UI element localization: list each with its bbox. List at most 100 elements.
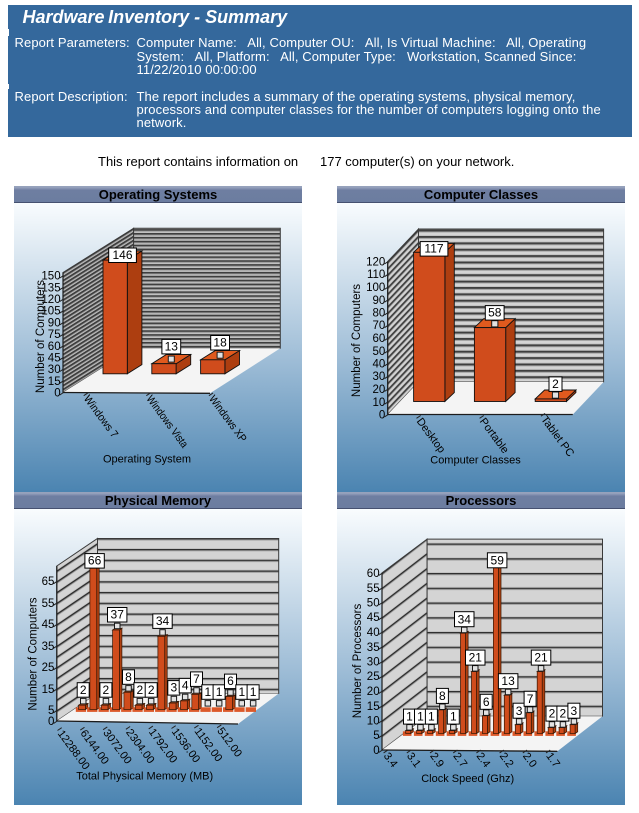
svg-text:59: 59 xyxy=(491,553,505,567)
svg-text:4: 4 xyxy=(182,678,189,692)
svg-text:60: 60 xyxy=(367,568,380,580)
svg-text:18: 18 xyxy=(213,335,227,349)
svg-text:3: 3 xyxy=(170,680,177,694)
svg-text:135: 135 xyxy=(41,282,60,294)
svg-text:25: 25 xyxy=(367,671,380,683)
svg-text:Portable: Portable xyxy=(477,415,511,455)
svg-text:146: 146 xyxy=(112,248,132,262)
svg-text:2.0: 2.0 xyxy=(520,750,539,769)
svg-text:Operating System: Operating System xyxy=(103,453,191,465)
svg-text:2.2: 2.2 xyxy=(497,750,516,769)
svg-text:Windows Vista: Windows Vista xyxy=(144,393,191,451)
svg-text:1: 1 xyxy=(204,684,211,698)
svg-text:3.4: 3.4 xyxy=(381,750,400,769)
svg-text:2.9: 2.9 xyxy=(427,750,446,769)
svg-text:90: 90 xyxy=(373,294,386,306)
svg-text:15: 15 xyxy=(42,683,55,695)
svg-text:Windows XP: Windows XP xyxy=(206,393,248,444)
svg-text:Total Physical Memory (MB): Total Physical Memory (MB) xyxy=(76,770,213,782)
svg-text:40: 40 xyxy=(373,358,386,370)
svg-text:2: 2 xyxy=(103,682,110,696)
svg-text:6: 6 xyxy=(483,694,490,708)
svg-text:10: 10 xyxy=(367,715,380,727)
svg-text:15: 15 xyxy=(48,375,61,387)
svg-text:2: 2 xyxy=(549,706,556,720)
svg-text:25: 25 xyxy=(42,662,55,674)
svg-text:45: 45 xyxy=(42,619,55,631)
svg-text:2.7: 2.7 xyxy=(450,750,469,769)
svg-text:70: 70 xyxy=(373,320,386,332)
svg-text:34: 34 xyxy=(156,614,170,628)
svg-text:21: 21 xyxy=(534,650,548,664)
svg-text:7: 7 xyxy=(527,691,534,705)
svg-text:15: 15 xyxy=(367,700,380,712)
svg-text:1: 1 xyxy=(238,684,245,698)
svg-text:0: 0 xyxy=(48,716,54,728)
svg-text:1: 1 xyxy=(450,709,457,723)
svg-text:60: 60 xyxy=(373,333,386,345)
svg-text:40: 40 xyxy=(367,627,380,639)
svg-text:13: 13 xyxy=(165,339,179,353)
svg-text:10: 10 xyxy=(373,396,386,408)
svg-text:58: 58 xyxy=(488,305,502,319)
svg-text:3.1: 3.1 xyxy=(404,750,423,769)
svg-text:50: 50 xyxy=(367,597,380,609)
svg-text:30: 30 xyxy=(367,656,380,668)
svg-text:3: 3 xyxy=(516,703,523,717)
svg-text:2: 2 xyxy=(148,682,155,696)
svg-text:1.7: 1.7 xyxy=(543,750,562,769)
svg-text:1: 1 xyxy=(406,709,413,723)
svg-text:13: 13 xyxy=(501,674,515,688)
svg-text:55: 55 xyxy=(42,597,55,609)
svg-text:35: 35 xyxy=(42,640,55,652)
svg-text:7: 7 xyxy=(193,672,200,686)
svg-text:Computer Classes: Computer Classes xyxy=(430,454,521,466)
svg-text:3: 3 xyxy=(571,703,578,717)
svg-text:21: 21 xyxy=(469,650,483,664)
svg-text:66: 66 xyxy=(88,553,102,567)
svg-text:45: 45 xyxy=(48,352,61,364)
svg-text:Number of Computers: Number of Computers xyxy=(351,283,363,396)
svg-text:2: 2 xyxy=(80,682,87,696)
svg-text:1: 1 xyxy=(250,684,257,698)
svg-text:8: 8 xyxy=(439,689,446,703)
svg-text:100: 100 xyxy=(366,282,385,294)
svg-text:120: 120 xyxy=(366,256,385,268)
svg-text:34: 34 xyxy=(458,612,472,626)
svg-text:90: 90 xyxy=(48,317,61,329)
svg-text:2.4: 2.4 xyxy=(474,750,493,769)
svg-text:30: 30 xyxy=(48,364,61,376)
svg-text:60: 60 xyxy=(48,340,61,352)
svg-text:80: 80 xyxy=(373,307,386,319)
svg-text:8: 8 xyxy=(125,669,132,683)
svg-text:1: 1 xyxy=(428,709,435,723)
svg-text:2: 2 xyxy=(137,682,144,696)
svg-text:Clock Speed (Ghz): Clock Speed (Ghz) xyxy=(421,772,514,784)
svg-text:150: 150 xyxy=(41,270,60,282)
svg-text:Number of Computers: Number of Computers xyxy=(28,597,40,710)
svg-text:50: 50 xyxy=(373,345,386,357)
svg-text:30: 30 xyxy=(373,371,386,383)
svg-text:2: 2 xyxy=(560,706,567,720)
svg-text:117: 117 xyxy=(424,241,443,255)
svg-text:0: 0 xyxy=(54,387,60,399)
svg-text:35: 35 xyxy=(367,641,380,653)
svg-text:5: 5 xyxy=(373,730,379,742)
svg-text:20: 20 xyxy=(367,686,380,698)
svg-text:105: 105 xyxy=(41,305,60,317)
svg-text:110: 110 xyxy=(367,269,385,281)
svg-text:37: 37 xyxy=(111,607,125,621)
svg-text:0: 0 xyxy=(373,745,379,757)
svg-text:1: 1 xyxy=(417,709,424,723)
svg-text:Number of Computers: Number of Computers xyxy=(35,279,47,392)
svg-text:Windows 7: Windows 7 xyxy=(81,393,120,440)
svg-text:5: 5 xyxy=(48,705,54,717)
svg-text:55: 55 xyxy=(367,582,380,594)
svg-text:45: 45 xyxy=(367,612,380,624)
svg-text:120: 120 xyxy=(41,294,60,306)
svg-text:20: 20 xyxy=(373,384,386,396)
svg-text:2: 2 xyxy=(552,377,559,391)
svg-text:65: 65 xyxy=(42,576,55,588)
svg-text:75: 75 xyxy=(48,329,61,341)
svg-text:1: 1 xyxy=(216,684,223,698)
